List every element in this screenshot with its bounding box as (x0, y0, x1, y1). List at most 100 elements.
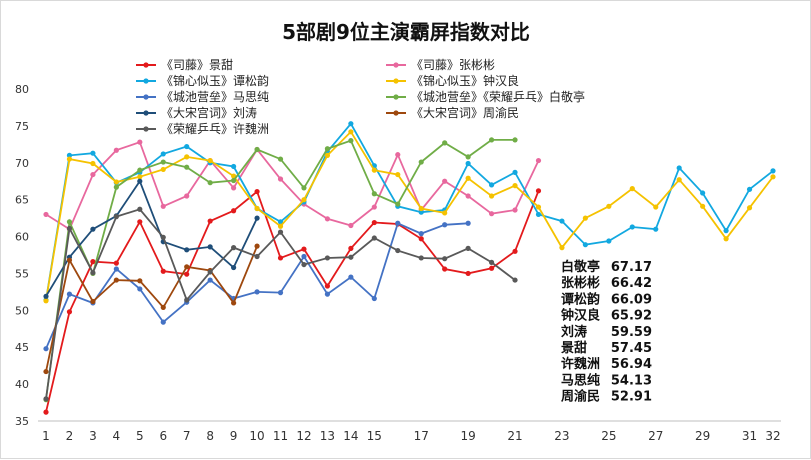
data-point (418, 205, 424, 212)
data-point (465, 220, 471, 226)
data-point (418, 255, 424, 261)
legend-swatch-marker (393, 78, 399, 84)
data-point (43, 293, 49, 299)
ranking-value: 52.91 (611, 390, 652, 405)
x-tick-label: 17 (414, 429, 429, 443)
data-point (90, 226, 96, 232)
ranking-value: 66.09 (611, 292, 652, 307)
data-point (184, 154, 190, 160)
data-point (465, 175, 471, 181)
data-point (488, 265, 495, 271)
series-group (43, 243, 260, 375)
data-point (442, 266, 448, 272)
legend-label: 《城池营垒》《荣耀乒乓》白敬亭 (411, 89, 585, 104)
data-point (348, 254, 354, 260)
ranking-value: 54.13 (611, 373, 652, 388)
data-point (629, 224, 635, 230)
data-point (43, 368, 49, 375)
data-point (277, 219, 284, 225)
data-point (207, 244, 213, 250)
ranking-value: 65.92 (611, 309, 652, 324)
legend-item: 《城池营垒》《荣耀乒乓》白敬亭 (386, 89, 585, 104)
data-point (160, 159, 166, 165)
data-point (207, 277, 213, 283)
data-point (90, 259, 96, 265)
data-point (184, 164, 190, 170)
data-point (442, 222, 448, 228)
data-point (488, 211, 495, 217)
x-tick-label: 5 (136, 429, 144, 443)
data-point (770, 168, 776, 174)
data-point (66, 257, 73, 263)
data-point (184, 271, 190, 277)
x-tick-label: 8 (206, 429, 214, 443)
data-point (90, 160, 96, 167)
x-tick-label: 1 (42, 429, 50, 443)
data-point (277, 290, 284, 296)
chart-title: 5部剧9位主演霸屏指数对比 (282, 20, 530, 44)
data-point (723, 228, 729, 234)
ranking-value: 67.17 (611, 260, 652, 275)
data-point (324, 283, 331, 289)
series-group (43, 206, 518, 402)
legend-label: 《锦心似玉》钟汉良 (411, 73, 519, 88)
data-point (582, 215, 588, 221)
data-point (770, 174, 776, 180)
data-point (277, 223, 284, 229)
data-point (535, 157, 542, 164)
data-point (395, 171, 401, 178)
data-point (324, 146, 331, 152)
data-point (653, 204, 659, 210)
x-tick-label: 14 (343, 429, 358, 443)
data-point (301, 261, 307, 268)
ranking-name: 景甜 (561, 340, 587, 356)
data-point (184, 297, 190, 303)
data-point (113, 277, 119, 283)
ranking-row: 周渝民 52.91 (561, 389, 652, 405)
ranking-row: 刘涛 59.59 (561, 324, 652, 340)
data-point (465, 193, 471, 199)
legend-swatch-marker (143, 126, 149, 132)
data-point (535, 204, 542, 210)
ranking-name: 许魏洲 (561, 356, 600, 372)
data-point (160, 166, 166, 173)
data-point (66, 219, 73, 225)
legend-swatch-marker (393, 110, 399, 116)
data-point (606, 238, 612, 244)
data-point (160, 151, 166, 157)
data-point (137, 219, 143, 225)
series-group (43, 220, 471, 352)
data-point (113, 179, 119, 185)
ranking-name: 刘涛 (561, 324, 587, 340)
x-tick-label: 7 (183, 429, 191, 443)
data-point (66, 225, 73, 232)
legend-label: 《荣耀乒乓》许魏洲 (161, 121, 269, 136)
legend-label: 《锦心似玉》谭松韵 (161, 73, 269, 88)
data-point (137, 139, 143, 145)
data-point (348, 245, 354, 251)
data-point (137, 206, 143, 212)
ranking-name: 白敬亭 (561, 259, 600, 275)
ranking-value: 57.45 (611, 341, 652, 356)
y-tick-label: 55 (15, 267, 29, 280)
series-group (43, 129, 776, 304)
legend-label: 《司藤》景甜 (161, 58, 233, 72)
data-point (348, 222, 354, 229)
ranking-value: 59.59 (611, 325, 652, 340)
data-point (231, 264, 237, 271)
data-point (371, 191, 377, 197)
ranking-value: 66.42 (611, 276, 652, 291)
x-tick-label: 12 (296, 429, 311, 443)
data-point (254, 253, 260, 260)
ranking-name: 谭松韵 (561, 291, 600, 307)
data-point (746, 186, 753, 192)
data-point (43, 346, 49, 352)
data-point (207, 218, 213, 224)
y-tick-label: 80 (15, 83, 29, 96)
legend-item: 《锦心似玉》谭松韵 (136, 73, 269, 88)
data-point (207, 180, 213, 186)
data-point (371, 167, 377, 173)
data-point (113, 184, 119, 190)
data-point (559, 245, 565, 251)
